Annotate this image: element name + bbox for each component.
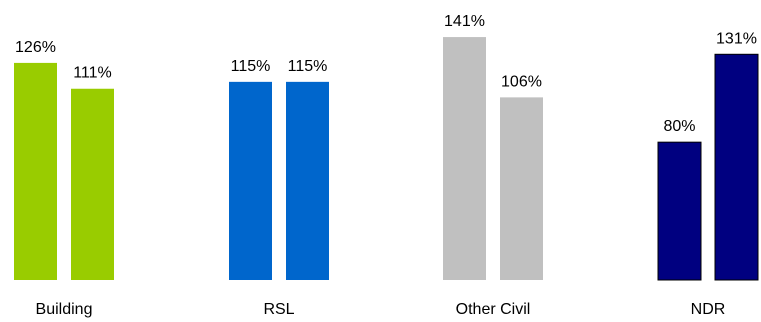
bar-ndr-1 xyxy=(657,141,702,281)
category-label-other-civil: Other Civil xyxy=(456,301,531,318)
data-label-building-2: 111% xyxy=(73,65,112,82)
category-label-rsl: RSL xyxy=(263,301,294,318)
bar-rsl-1 xyxy=(229,81,272,280)
data-label-rsl-1: 115% xyxy=(231,58,271,75)
bars-layer xyxy=(14,37,759,281)
data-label-other-civil-2: 106% xyxy=(501,73,542,90)
category-label-building: Building xyxy=(36,301,93,318)
bar-building-2 xyxy=(71,88,114,280)
data-label-ndr-1: 80% xyxy=(663,118,695,135)
data-label-other-civil-1: 141% xyxy=(444,13,485,30)
data-label-ndr-2: 131% xyxy=(716,30,757,47)
category-labels-layer: Building RSL Other Civil NDR xyxy=(36,301,726,318)
data-label-building-1: 126% xyxy=(15,39,56,56)
bar-other-civil-1 xyxy=(443,37,486,280)
bar-other-civil-2 xyxy=(500,97,543,280)
category-label-ndr: NDR xyxy=(691,301,726,318)
bar-rsl-2 xyxy=(286,81,329,280)
data-labels-layer: 126% 111% 115% 115% 141% 106% 80% 131% xyxy=(15,13,757,135)
data-label-rsl-2: 115% xyxy=(288,58,328,75)
bar-building-1 xyxy=(14,62,57,280)
bar-ndr-2 xyxy=(714,53,759,281)
